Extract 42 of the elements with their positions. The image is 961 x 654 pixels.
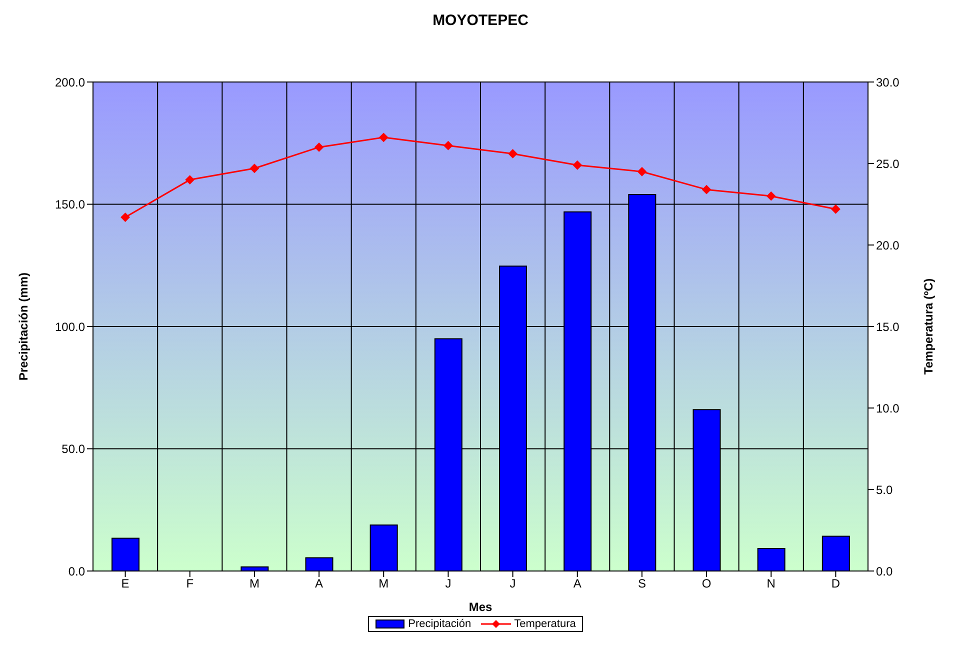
x-tick-label: J — [445, 576, 452, 591]
y-axis-title: Precipitación (mm) — [16, 272, 30, 381]
x-tick-label: E — [121, 576, 130, 591]
y-tick-label: 200.0 — [54, 75, 86, 90]
point — [444, 141, 453, 150]
point — [637, 167, 646, 176]
x-tick-label: M — [378, 576, 389, 591]
x-tick-label: J — [510, 576, 516, 591]
point — [508, 149, 518, 158]
x-axis-title: Mes — [468, 600, 492, 614]
y-tick-label: 0.0 — [68, 564, 86, 578]
x-tick-label: D — [831, 576, 840, 591]
y2-tick-label: 10.0 — [876, 401, 900, 416]
y2-tick-label: 15.0 — [876, 320, 900, 334]
point — [120, 212, 130, 222]
point — [250, 164, 259, 173]
x-tick-label: O — [702, 576, 712, 591]
point — [185, 175, 194, 184]
x-tick-label: A — [315, 576, 324, 591]
legend-label: Temperatura — [513, 618, 576, 630]
point — [702, 185, 712, 194]
x-tick-label: S — [638, 576, 646, 591]
point — [572, 160, 582, 170]
y2-tick-label: 0.0 — [876, 564, 894, 578]
point — [766, 192, 776, 201]
x-tick-label: F — [186, 576, 194, 591]
x-tick-label: N — [766, 576, 776, 591]
y2-tick-label: 5.0 — [876, 482, 894, 497]
chart-title: MOYOTEPEC — [432, 11, 530, 31]
y2-tick-label: 25.0 — [876, 156, 900, 171]
legend-label: Precipitación — [407, 618, 472, 630]
y-tick-label: 150.0 — [54, 198, 86, 212]
point — [379, 132, 388, 142]
y2-tick-label: 20.0 — [876, 238, 900, 252]
y-tick-label: 100.0 — [54, 320, 86, 334]
y2-axis-title: Temperatura (ºC) — [921, 278, 936, 375]
x-tick-label: A — [573, 576, 582, 591]
y2-tick-label: 30.0 — [876, 75, 900, 90]
y-tick-label: 50.0 — [62, 442, 86, 456]
x-tick-label: M — [249, 576, 260, 591]
point — [314, 142, 324, 152]
point — [831, 204, 840, 214]
